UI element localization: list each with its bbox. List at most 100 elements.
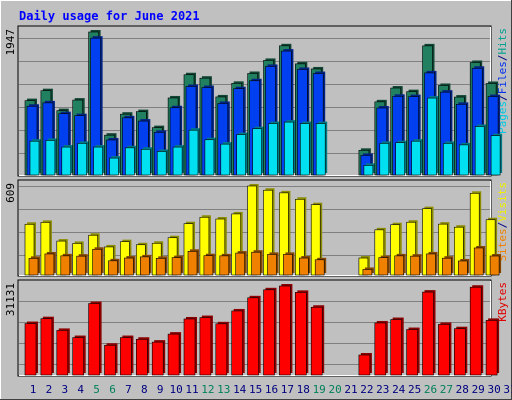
x-tick-label: 28 xyxy=(456,383,469,396)
bar-pages xyxy=(188,129,199,176)
bar-sites xyxy=(362,269,373,276)
bar-sites xyxy=(124,257,134,276)
legend-entry: KBytes xyxy=(496,282,509,322)
x-tick-label: 19 xyxy=(313,383,326,396)
x-tick-label: 14 xyxy=(233,383,247,396)
bar-sites xyxy=(155,258,166,276)
bar-sites xyxy=(314,259,325,276)
bar-sites xyxy=(378,257,389,276)
bar-pages xyxy=(363,165,374,176)
bar-pages xyxy=(61,146,72,176)
bar-sites xyxy=(92,248,102,276)
bar-kbytes xyxy=(231,310,243,376)
bar-kbytes xyxy=(120,337,132,376)
bar-sites xyxy=(283,254,293,276)
bar-sites xyxy=(298,257,309,276)
bar-kbytes xyxy=(422,291,434,376)
legend-entry: / xyxy=(496,222,509,229)
bar-kbytes xyxy=(438,324,450,376)
x-tick-label: 23 xyxy=(376,383,389,396)
legend-entry: Hits xyxy=(496,28,509,55)
x-tick-label: 26 xyxy=(424,383,437,396)
bar-pages xyxy=(252,128,262,176)
bar-sites xyxy=(442,257,452,276)
bar-pages xyxy=(268,123,278,176)
x-tick-label: 25 xyxy=(408,383,421,396)
bar-pages xyxy=(93,146,103,176)
bar-pages xyxy=(45,140,56,176)
bar-sites xyxy=(267,254,277,276)
bar-pages xyxy=(284,121,294,176)
bar-kbytes xyxy=(469,286,482,376)
x-tick-label: 3 xyxy=(61,383,68,396)
bar-sites xyxy=(394,255,405,276)
x-tick-label: 18 xyxy=(297,383,310,396)
bar-kbytes xyxy=(72,337,84,376)
legend-entry: / xyxy=(496,94,509,101)
bar-kbytes xyxy=(24,323,37,376)
legend-entry: Visits xyxy=(496,182,509,222)
legend-label: Sites/Visits xyxy=(496,182,509,262)
bar-pages xyxy=(379,143,390,176)
bar-kbytes xyxy=(279,285,291,376)
x-tick-label: 17 xyxy=(281,383,294,396)
bar-kbytes xyxy=(263,289,275,376)
chart-panels: 1947Pages/Files/Hits609Sites/Visits31131… xyxy=(4,25,509,377)
bar-pages xyxy=(220,143,231,176)
x-tick-label: 8 xyxy=(141,383,148,396)
bar-pages xyxy=(204,139,215,176)
bar-sites xyxy=(489,255,500,276)
bar-sites xyxy=(203,255,214,276)
bar-pages xyxy=(427,97,437,176)
bar-kbytes xyxy=(390,319,403,376)
x-tick-label: 15 xyxy=(249,383,262,396)
legend-entry: / xyxy=(496,55,509,62)
bar-pages xyxy=(236,134,246,176)
bar-pages xyxy=(29,140,40,176)
bar-pages xyxy=(156,151,167,176)
bar-pages xyxy=(411,140,421,176)
bar-pages xyxy=(395,142,406,176)
y-axis-max-label: 31131 xyxy=(4,283,17,316)
x-tick-label: 1 xyxy=(30,383,37,396)
bar-sites xyxy=(410,255,420,276)
bar-kbytes xyxy=(358,354,371,376)
x-tick-label: 22 xyxy=(360,383,373,396)
bar-sites xyxy=(140,256,150,276)
x-tick-label: 20 xyxy=(328,383,341,396)
bar-pages xyxy=(172,146,183,176)
x-tick-label: 11 xyxy=(185,383,198,396)
bar-pages xyxy=(77,143,87,176)
x-tick-label: 7 xyxy=(125,383,132,396)
bar-kbytes xyxy=(199,317,212,376)
bar-sites xyxy=(60,255,71,276)
x-tick-label: 30 xyxy=(487,383,500,396)
x-tick-label: 5 xyxy=(93,383,100,396)
x-tick-label: 4 xyxy=(77,383,84,396)
y-axis-max-label: 1947 xyxy=(4,29,17,56)
bar-sites xyxy=(457,260,468,276)
bar-kbytes xyxy=(247,297,259,376)
x-tick-label: 29 xyxy=(472,383,485,396)
bar-sites xyxy=(171,257,182,276)
bar-sites xyxy=(473,247,484,276)
chart-title: Daily usage for June 2021 xyxy=(19,9,200,23)
legend-entry: Files xyxy=(496,61,509,94)
bar-pages xyxy=(109,157,119,176)
x-tick-label: 10 xyxy=(169,383,182,396)
x-tick-label: 6 xyxy=(109,383,116,396)
x-tick-label: 27 xyxy=(440,383,453,396)
bar-pages xyxy=(474,126,485,176)
x-tick-label: 13 xyxy=(217,383,230,396)
x-axis-labels: 1 2 3 4 5 6 7 8 9 10 11 12 13 14 15 16 17 18 19 20 21 22 23 24 2… xyxy=(30,383,512,396)
x-tick-label: 12 xyxy=(201,383,214,396)
x-tick-label: 31 xyxy=(503,383,512,396)
bar-pages xyxy=(125,147,135,176)
x-tick-label: 24 xyxy=(392,383,406,396)
bar-kbytes xyxy=(183,318,196,376)
bar-sites xyxy=(219,255,230,276)
bar-kbytes xyxy=(40,318,53,376)
bar-pages xyxy=(458,144,469,176)
bar-kbytes xyxy=(215,323,228,376)
